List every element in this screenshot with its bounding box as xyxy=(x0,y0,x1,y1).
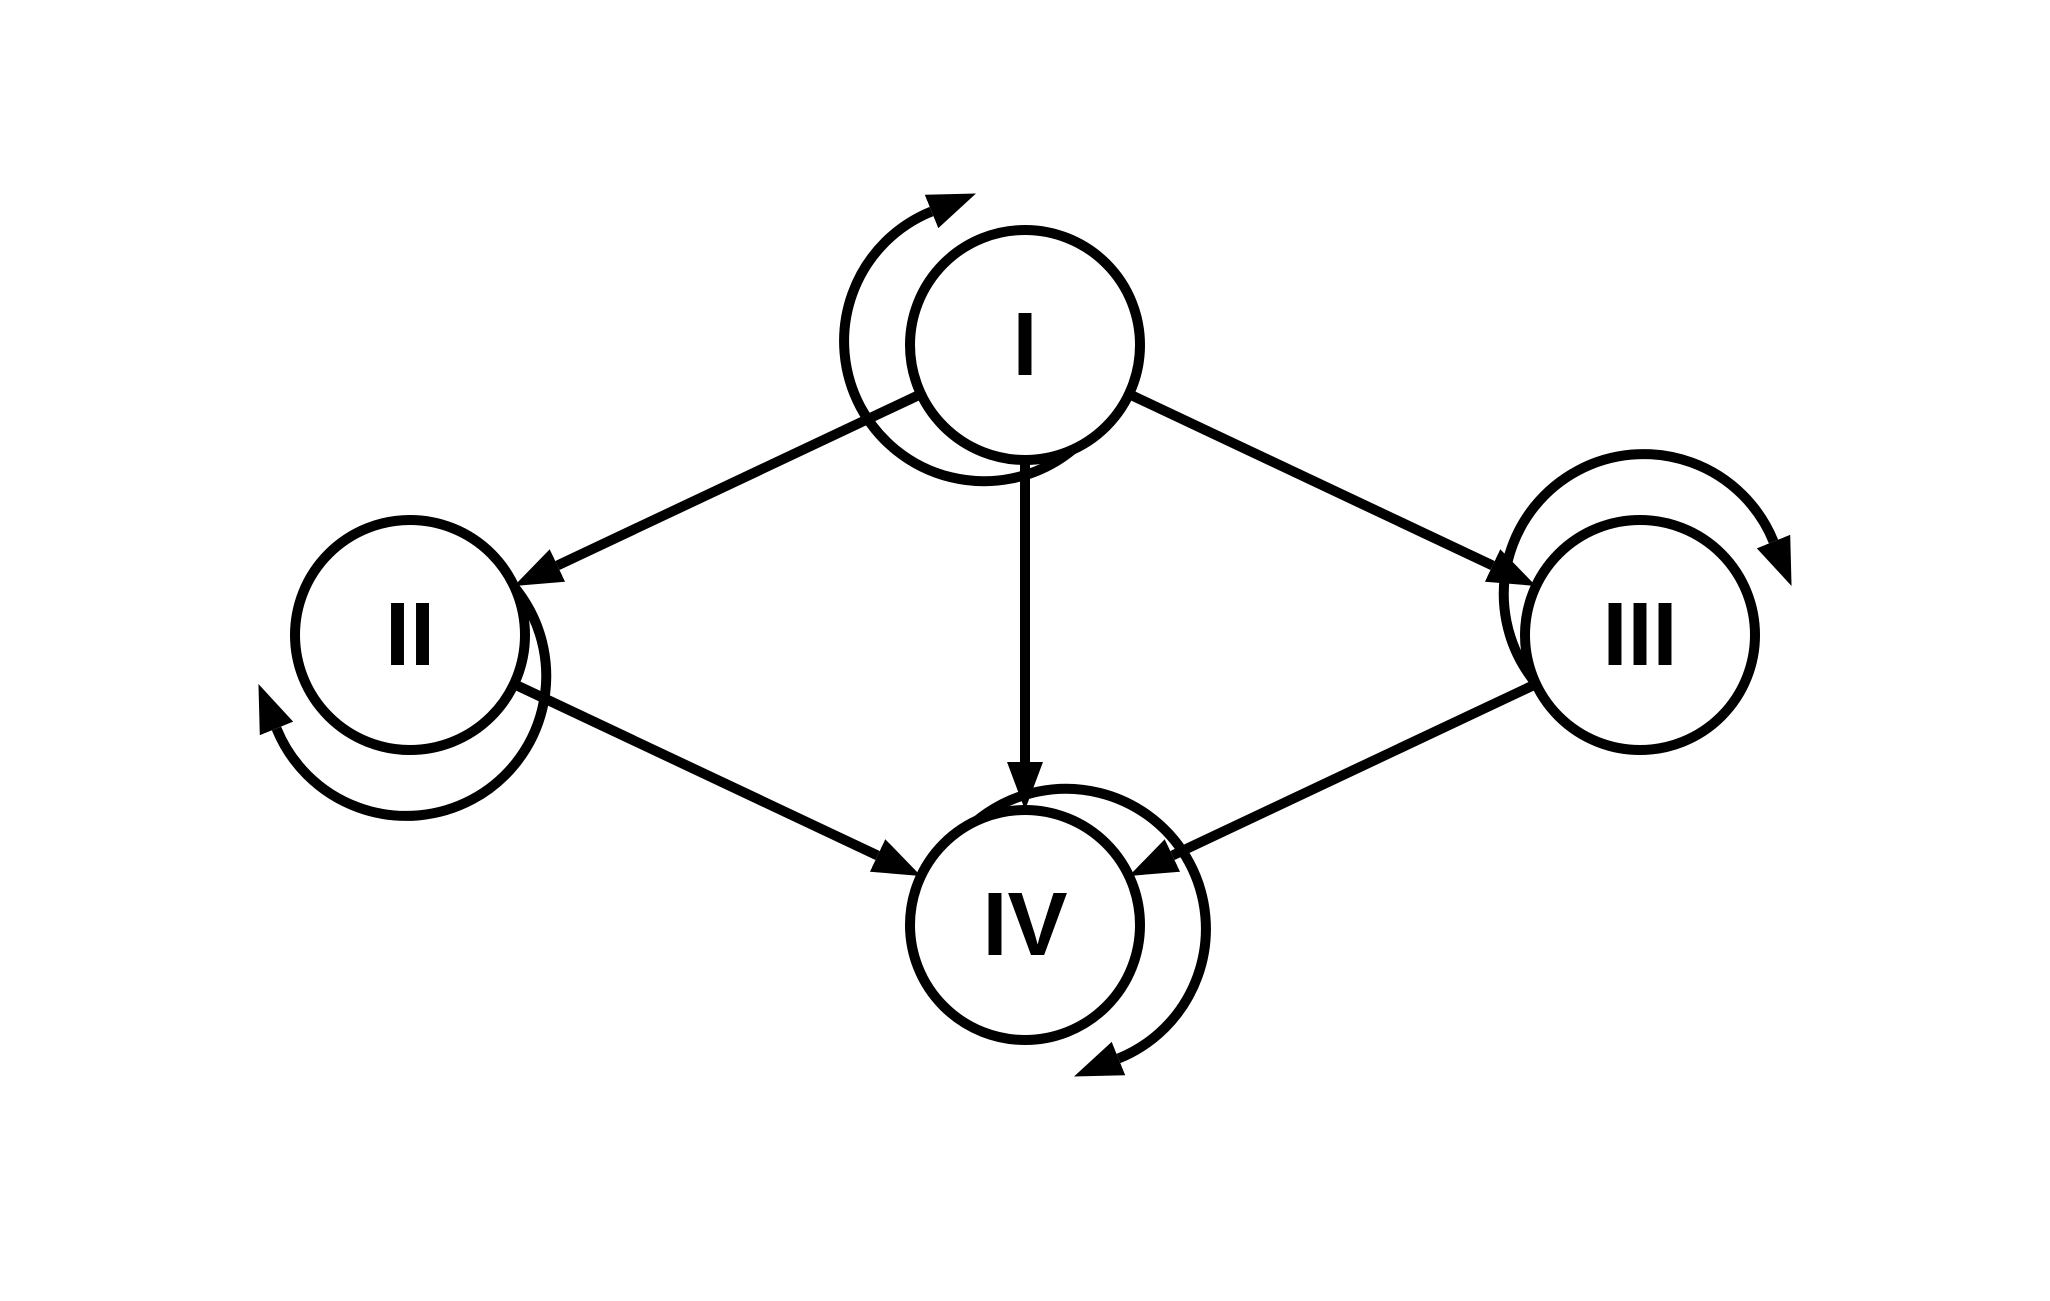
node-IV: IV xyxy=(910,810,1140,1040)
node-II-label: II xyxy=(385,585,435,685)
edge-II-to-IV xyxy=(514,684,878,855)
node-II: II xyxy=(295,520,525,750)
node-IV-label: IV xyxy=(982,875,1067,975)
node-III: III xyxy=(1525,520,1755,750)
node-I-label: I xyxy=(1012,295,1037,395)
node-III-label: III xyxy=(1602,585,1677,685)
node-I: I xyxy=(910,230,1140,460)
edge-III-to-IV xyxy=(1172,684,1536,855)
state-diagram: IIIIIIIV xyxy=(0,0,2050,1301)
edge-I-to-III xyxy=(1129,394,1493,565)
